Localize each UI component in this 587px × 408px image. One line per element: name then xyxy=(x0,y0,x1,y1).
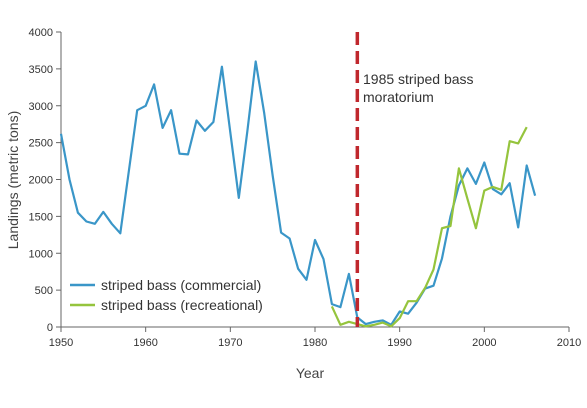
x-tick-label: 1960 xyxy=(133,337,157,349)
y-axis-title: Landings (metric tons) xyxy=(5,111,21,250)
series-layer xyxy=(59,60,537,328)
y-tick-label: 1000 xyxy=(29,248,53,260)
y-tick-label: 500 xyxy=(35,285,53,297)
x-tick-label: 1950 xyxy=(49,337,73,349)
x-axis-title: Year xyxy=(296,365,325,381)
y-tick-label: 3000 xyxy=(29,101,53,113)
legend-label-recreational: striped bass (recreational) xyxy=(101,297,263,313)
x-tick-label: 1970 xyxy=(218,337,242,349)
y-tick-label: 0 xyxy=(47,322,53,334)
moratorium-label-line2: moratorium xyxy=(363,89,434,105)
x-tick-label: 1990 xyxy=(387,337,411,349)
y-tick-label: 3500 xyxy=(29,64,53,76)
y-tick-label: 2500 xyxy=(29,138,53,150)
y-tick-label: 4000 xyxy=(29,27,53,39)
y-tick-label: 1500 xyxy=(29,211,53,223)
y-tick-label: 2000 xyxy=(29,175,53,187)
x-tick-label: 1980 xyxy=(303,337,327,349)
x-tick-label: 2010 xyxy=(557,337,581,349)
legend: striped bass (commercial) striped bass (… xyxy=(70,277,263,313)
axes: 0 500 1000 1500 2000 2500 3000 3500 4000 1950 1960… xyxy=(29,27,582,349)
x-tick-label: 2000 xyxy=(472,337,496,349)
moratorium-label-line1: 1985 striped bass xyxy=(363,71,474,87)
series-line-recreational xyxy=(330,126,528,328)
legend-label-commercial: striped bass (commercial) xyxy=(101,277,261,293)
series-line-commercial xyxy=(59,60,537,326)
